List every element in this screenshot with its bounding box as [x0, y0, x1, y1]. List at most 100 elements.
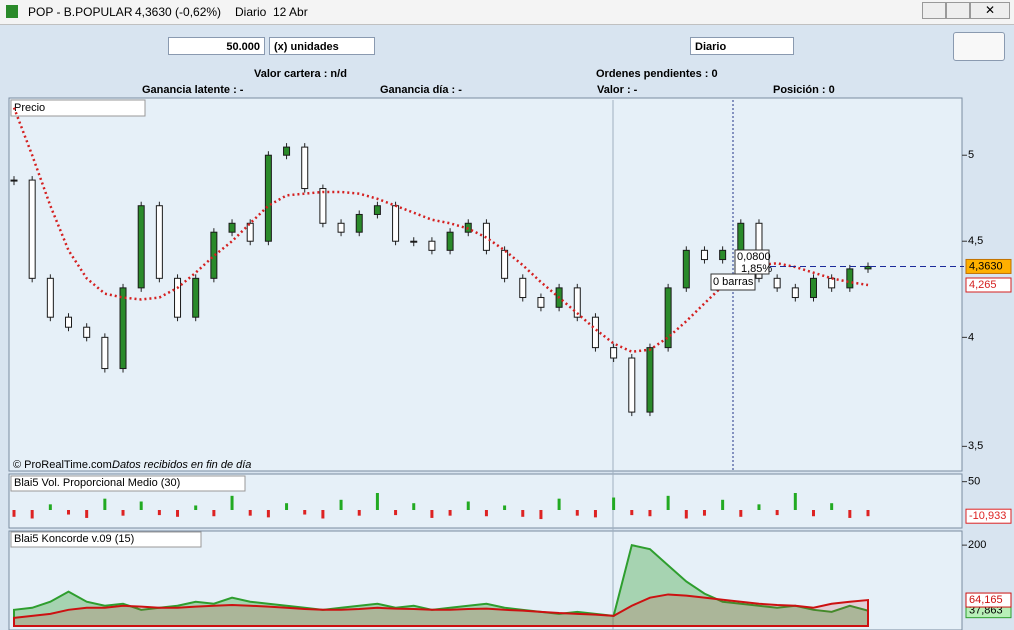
timeframe-select[interactable]: Diario — [690, 37, 794, 55]
volume-bar — [230, 495, 234, 510]
volume-bar — [194, 505, 198, 510]
volume-bar — [775, 510, 779, 516]
candle — [828, 277, 836, 289]
restore-button[interactable] — [946, 2, 970, 19]
quantity-input[interactable]: 50.000 — [168, 37, 265, 55]
volume-bar — [85, 510, 89, 518]
volume-bar — [285, 503, 289, 510]
candle — [864, 265, 872, 270]
tooltip-change: 0,0800 — [737, 251, 771, 263]
candle — [573, 287, 581, 318]
volume-bar — [848, 510, 852, 518]
volume-bar — [212, 510, 216, 517]
value-tag — [965, 592, 1012, 608]
value-tag-label: 37,863 — [969, 605, 1003, 617]
app-icon — [6, 5, 18, 18]
candle — [446, 231, 454, 251]
candle — [410, 240, 418, 243]
candle — [192, 277, 200, 318]
candle — [809, 277, 817, 299]
volume-bar — [575, 510, 579, 516]
value-tag-label: -10,933 — [969, 510, 1006, 522]
candle — [119, 287, 127, 370]
value-tag-label: 4,265 — [969, 279, 997, 291]
unit-select[interactable]: (x) unidades — [269, 37, 375, 55]
candle — [646, 347, 654, 413]
volume-bar — [666, 495, 670, 510]
y-tick-label: 50 — [968, 476, 980, 488]
candle — [700, 249, 708, 261]
volume-bar — [757, 504, 761, 510]
volume-bar — [648, 510, 652, 517]
volume-bar — [866, 510, 870, 517]
volume-bar — [30, 510, 34, 519]
candle — [337, 222, 345, 233]
candle — [682, 249, 690, 289]
tooltip — [710, 273, 756, 291]
candle — [10, 179, 18, 182]
window-title: POP - B.POPULAR — [28, 5, 133, 19]
volume-bar — [466, 501, 470, 510]
volume-bar — [739, 510, 743, 517]
chart-type-button[interactable] — [953, 32, 1005, 61]
position-value: Valor : - — [597, 84, 638, 96]
volume-bar — [266, 510, 270, 518]
volume-bar — [430, 510, 434, 518]
candle — [846, 268, 854, 289]
candle — [628, 357, 636, 413]
panel-title: Blai5 Koncorde v.09 (15) — [14, 533, 134, 545]
volume-bar — [503, 505, 507, 510]
y-tick-label: 4 — [968, 331, 974, 343]
candle — [319, 188, 327, 224]
panel-header — [10, 99, 146, 117]
candle — [719, 249, 727, 261]
volume-bar — [103, 498, 107, 510]
volume-bar — [811, 510, 815, 517]
volume-bar — [176, 510, 180, 517]
minimize-button[interactable] — [922, 2, 946, 19]
day-gain: Ganancia día : - — [380, 84, 462, 96]
position: Posición : 0 — [773, 84, 835, 96]
candle — [355, 213, 363, 233]
candle — [737, 222, 745, 251]
candle — [101, 336, 109, 370]
volume-bar — [793, 493, 797, 510]
candle — [501, 249, 509, 279]
period: Diario — [235, 5, 267, 19]
candle — [537, 297, 545, 308]
candle — [174, 277, 182, 318]
y-tick-label: 5 — [968, 149, 974, 161]
volume-bar — [484, 510, 488, 517]
title-bar — [0, 0, 1014, 25]
volume-bar — [412, 503, 416, 510]
candle — [210, 231, 218, 279]
volume-bar — [339, 499, 343, 510]
date: 12 Abr — [273, 5, 308, 19]
volume-bar — [157, 510, 161, 516]
volume-bar — [630, 510, 634, 516]
volume-bar — [48, 504, 52, 510]
volume-bar — [357, 510, 361, 516]
volume-bar — [448, 510, 452, 516]
value-tag — [965, 508, 1012, 524]
volume-bar — [557, 498, 561, 510]
volume-bar — [303, 510, 307, 515]
volume-bar — [539, 510, 543, 520]
volume-bar — [394, 510, 398, 516]
candle — [155, 205, 163, 279]
candle — [228, 222, 236, 233]
tooltip — [734, 249, 770, 275]
candle — [373, 205, 381, 215]
candle — [773, 277, 781, 289]
volume-bar — [121, 510, 125, 516]
latent-gain: Ganancia latente : - — [142, 84, 244, 96]
panel-header — [10, 531, 202, 548]
volume-bar — [321, 510, 325, 519]
volume-bar — [593, 510, 597, 518]
close-button[interactable]: ✕ — [970, 2, 1010, 19]
candle — [428, 240, 436, 251]
data-note: Datos recibidos en fin de día — [112, 459, 251, 471]
candle — [83, 326, 91, 338]
